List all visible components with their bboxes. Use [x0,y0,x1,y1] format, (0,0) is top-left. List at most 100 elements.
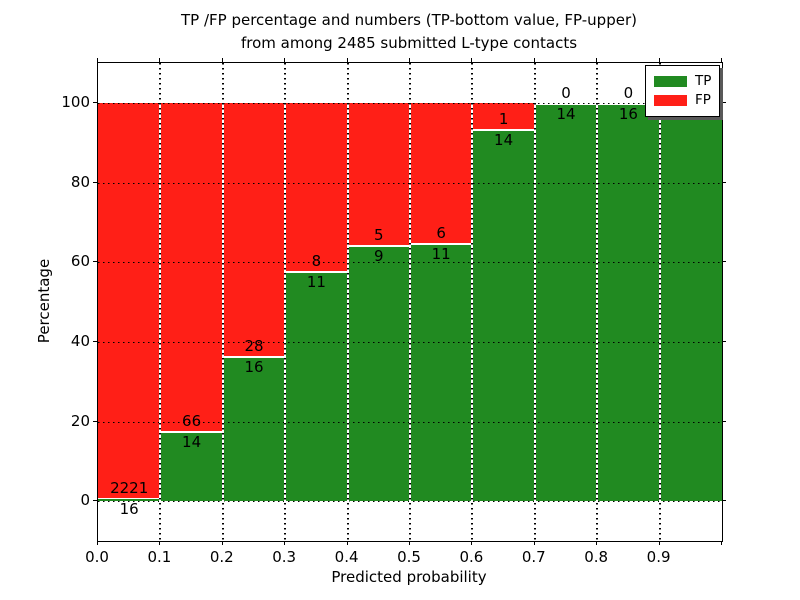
bar-count-label-tp: 9 [374,247,384,266]
x-tick-mark [346,541,348,545]
y-tick-mark [93,420,97,422]
x-tick-mark [471,541,473,545]
y-tick-label: 60 [70,252,90,271]
y-tick-mark [93,181,97,183]
chart-plot-area: 2221166614281681159611114014016029 [97,62,723,542]
x-tick-mark-top [346,58,348,62]
gridline-vertical [409,63,411,541]
y-tick-label: 0 [80,491,90,510]
bar-column [410,63,473,541]
bar-column [659,63,722,541]
fp-color-swatch [654,95,687,106]
gridline-vertical [471,63,474,541]
x-tick-mark [284,541,286,545]
chart-title-line1: TP /FP percentage and numbers (TP-bottom… [181,11,637,29]
bar-count-label-tp: 11 [431,245,451,264]
x-tick-mark-top [721,58,722,62]
x-axis-label: Predicted probability [331,568,487,586]
x-tick-mark [533,541,535,545]
bar-segment-fp [160,102,223,432]
y-tick-mark-right [722,101,726,103]
y-tick-mark-right [722,500,726,502]
legend: TP FP [645,65,721,117]
gridline-vertical [533,63,536,541]
gridline-vertical [596,63,599,541]
bar-segment-tp [98,498,161,502]
bar-count-label-tp: 16 [119,500,139,519]
x-tick-mark [658,541,660,545]
x-tick-mark-top [97,58,98,62]
bar-count-label-fp: 1 [498,110,509,129]
x-tick-label: 0.0 [85,548,109,566]
bar-segment-fp [98,102,161,499]
gridline-vertical [346,63,349,541]
bar-count-label-fp: 0 [561,83,571,102]
x-tick-label: 0.9 [646,548,671,566]
x-tick-mark [97,541,98,545]
chart-title: TP /FP percentage and numbers (TP-bottom… [97,9,721,55]
x-tick-label: 0.4 [334,548,359,566]
gridline-vertical [658,63,661,541]
bar-count-label-fp: 2221 [110,479,149,498]
x-tick-label: 0.5 [397,548,421,566]
gridline-vertical [159,63,162,541]
x-tick-mark [409,541,410,545]
x-tick-mark-top [221,58,223,62]
bar-segment-tp [160,431,223,502]
bar-count-label-fp: 8 [311,251,322,270]
x-tick-mark [159,541,161,545]
y-tick-mark [93,340,97,342]
y-tick-mark-right [722,420,726,422]
y-tick-mark-right [722,181,726,183]
legend-label-fp: FP [695,92,711,108]
x-tick-label: 0.1 [147,548,172,566]
bar-column [160,63,223,541]
bar-count-label-tp: 16 [618,104,638,123]
legend-label-tp: TP [695,73,712,89]
bar-count-label-fp: 0 [623,83,634,102]
bar-column [472,63,535,541]
bar-segment-tp [410,243,473,502]
y-tick-mark [93,261,97,263]
y-tick-label: 20 [70,411,90,430]
bar-segment-fp [222,102,286,357]
bar-count-label-tp: 11 [306,272,326,291]
bar-count-label-fp: 28 [244,337,264,356]
y-tick-mark-right [722,261,726,263]
bar-count-label-tp: 14 [556,104,576,123]
bar-segment-fp [285,102,348,271]
x-tick-label: 0.7 [521,548,546,566]
bar-segment-fp [347,102,410,246]
bar-column [222,63,286,541]
bar-count-label-fp: 6 [436,224,446,243]
bar-count-label-fp: 66 [182,412,202,431]
x-tick-mark-top [658,58,660,62]
bar-count-label-tp: 14 [182,433,202,452]
y-tick-label: 40 [70,331,90,350]
bar-column [98,63,161,541]
x-tick-label: 0.3 [272,548,297,566]
bar-segment-tp [222,356,286,502]
bar-segment-tp [659,102,722,502]
bar-segment-tp [597,102,660,502]
x-tick-mark [721,541,722,545]
x-tick-mark-top [409,58,410,62]
y-tick-mark [93,101,97,103]
bar-segment-tp [285,270,348,502]
bar-count-label-tp: 16 [244,358,264,377]
y-axis-label: Percentage [35,258,53,344]
x-tick-mark-top [159,58,161,62]
x-tick-mark-top [533,58,535,62]
x-tick-mark [221,541,223,545]
legend-item-fp: FP [654,91,711,110]
bar-segment-tp [347,245,410,502]
y-tick-label: 100 [61,92,90,111]
x-tick-label: 0.6 [459,548,484,566]
bar-segment-fp [472,102,535,130]
gridline-vertical [284,63,287,541]
gridline-vertical [221,63,224,541]
tp-color-swatch [654,76,687,87]
bar-count-label-fp: 5 [374,226,384,245]
x-tick-mark [596,541,598,545]
bar-segment-tp [472,129,535,502]
